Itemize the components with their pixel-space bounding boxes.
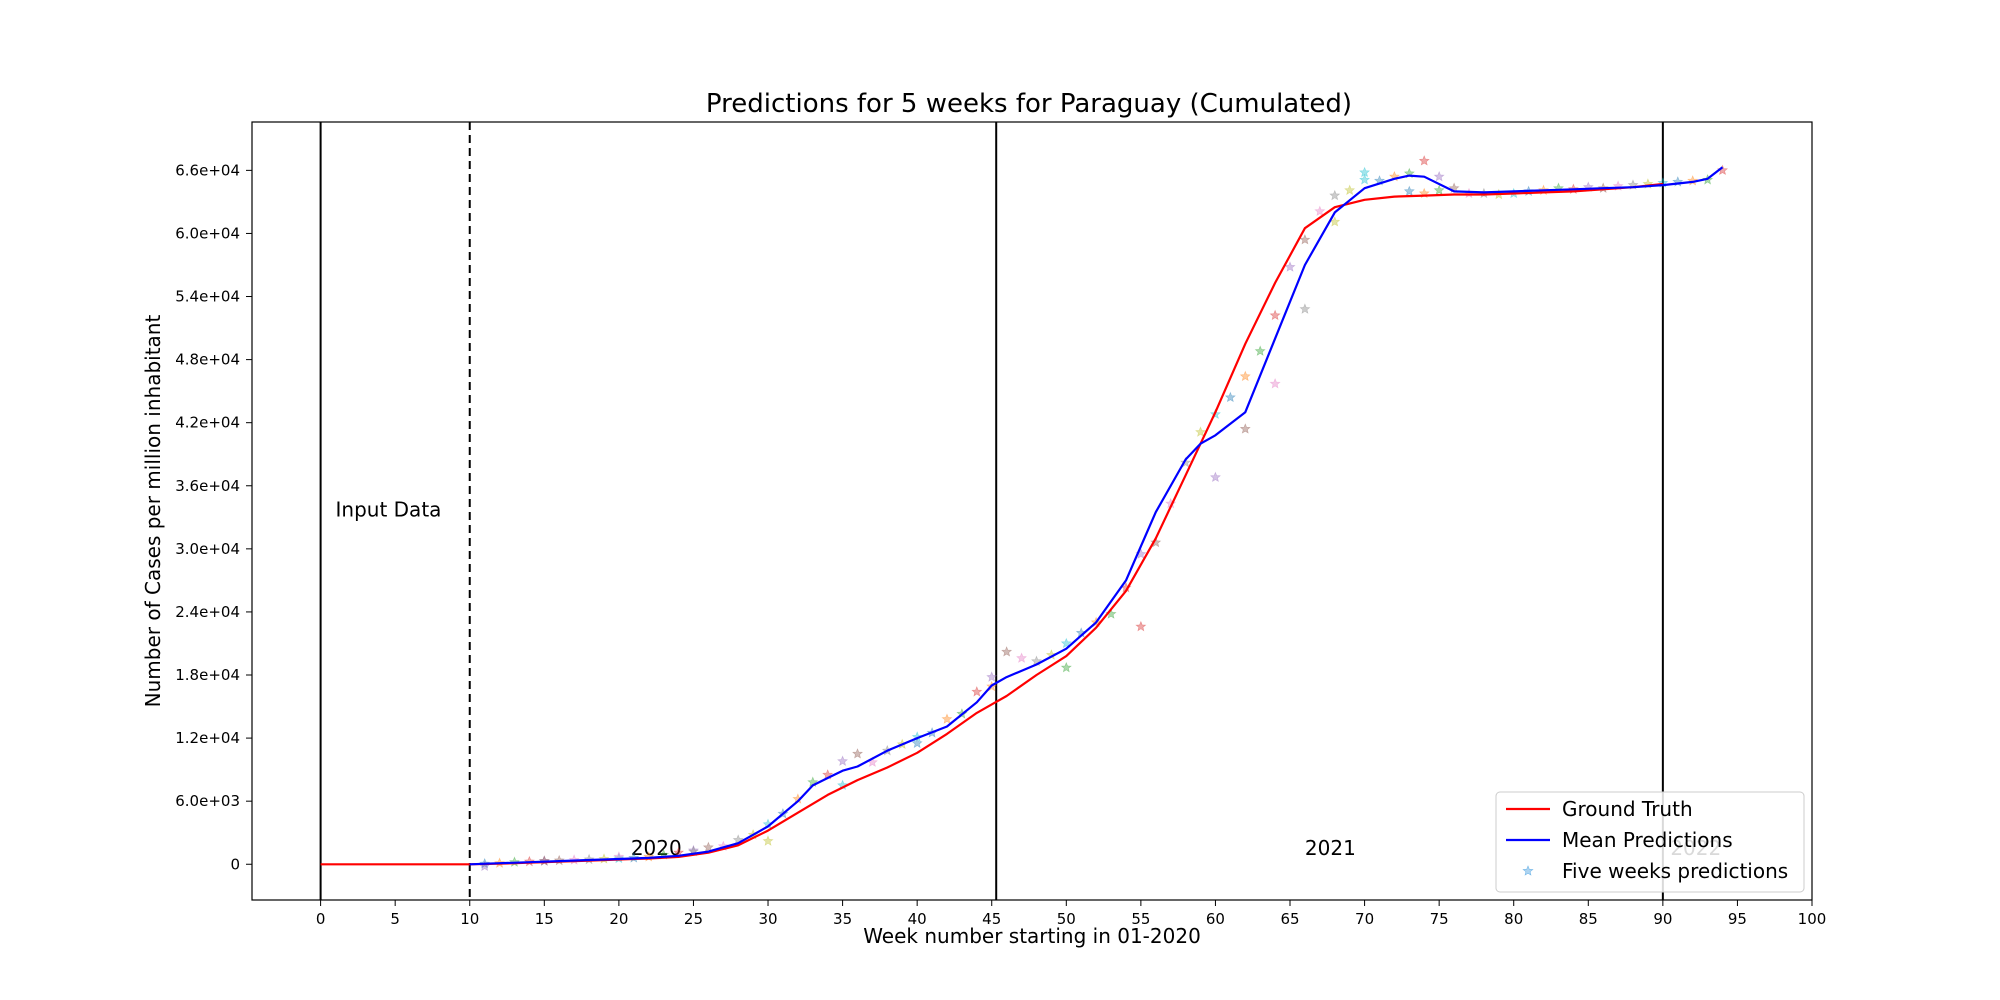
- prediction-point: [1269, 309, 1281, 321]
- series-lines: [320, 166, 1724, 866]
- x-tick-label: 75: [1430, 910, 1449, 928]
- chart-title: Predictions for 5 weeks for Paraguay (Cu…: [706, 89, 1352, 119]
- x-tick-label: 100: [1798, 910, 1827, 928]
- prediction-point: [852, 748, 864, 759]
- x-tick-label: 25: [684, 910, 703, 928]
- prediction-point: [1239, 423, 1251, 434]
- x-tick-label: 5: [390, 910, 400, 928]
- x-tick-label: 95: [1728, 910, 1747, 928]
- prediction-point: [1060, 661, 1072, 673]
- prediction-point: [1150, 536, 1162, 548]
- x-tick-label: 50: [1057, 910, 1076, 928]
- prediction-point: [1135, 620, 1147, 632]
- y-tick-label: 3.0e+04: [175, 540, 240, 558]
- prediction-point: [1418, 155, 1430, 166]
- prediction-point: [1359, 166, 1371, 178]
- legend-box: [1495, 791, 1805, 893]
- prediction-point: [1001, 646, 1013, 657]
- prediction-point: [1195, 426, 1207, 437]
- y-tick-label: 1.2e+04: [175, 729, 240, 747]
- x-tick-label: 80: [1504, 910, 1523, 928]
- y-tick-label: 6.0e+04: [175, 224, 240, 242]
- y-tick-label: 6.6e+04: [175, 161, 240, 179]
- x-tick-label: 35: [833, 910, 852, 928]
- legend-swatch: [1522, 865, 1534, 876]
- x-tick-label: 0: [316, 910, 326, 928]
- prediction-point: [1314, 205, 1326, 217]
- x-tick-label: 20: [609, 910, 628, 928]
- x-tick-label: 65: [1280, 910, 1299, 928]
- annotation-text: 2021: [1305, 836, 1356, 860]
- x-tick-label: 10: [460, 910, 479, 928]
- y-tick-label: 6.0e+03: [175, 792, 240, 810]
- prediction-point: [1016, 652, 1028, 663]
- x-axis-title: Week number starting in 01-2020: [863, 924, 1201, 948]
- x-tick-label: 60: [1206, 910, 1225, 928]
- plot-frame: [251, 121, 1813, 901]
- prediction-point: [1269, 378, 1281, 389]
- prediction-point: [1687, 175, 1699, 186]
- x-tick-label: 85: [1579, 910, 1598, 928]
- prediction-point: [1060, 637, 1072, 649]
- prediction-point: [1433, 170, 1445, 182]
- prediction-point: [1359, 174, 1371, 185]
- prediction-point: [1403, 185, 1415, 197]
- annotation-text: Input Data: [336, 498, 442, 522]
- prediction-point: [941, 713, 953, 724]
- prediction-point: [1299, 303, 1311, 314]
- prediction-point: [1239, 370, 1251, 382]
- vertical-markers: [319, 122, 1664, 900]
- prediction-point: [1329, 189, 1341, 201]
- prediction-point: [1299, 234, 1311, 245]
- legend-label: Mean Predictions: [1562, 828, 1733, 852]
- legend: Ground Truth Mean Predictions Five weeks p…: [1495, 791, 1805, 893]
- x-tick-label: 55: [1131, 910, 1150, 928]
- y-tick-label: 0: [230, 855, 240, 873]
- prediction-point: [1224, 391, 1236, 403]
- prediction-point: [1254, 345, 1266, 356]
- x-tick-label: 70: [1355, 910, 1374, 928]
- x-tick-label: 40: [908, 910, 927, 928]
- x-axis: 0 5 10 15 20 25 30 35 40 45 50 55 60 65 70 75 80 85 90 95 10…: [316, 900, 1826, 928]
- prediction-point: [1209, 471, 1221, 483]
- prediction-point: [1433, 184, 1445, 196]
- prediction-point: [702, 841, 714, 853]
- y-tick-label: 5.4e+04: [175, 288, 240, 306]
- y-tick-label: 4.8e+04: [175, 351, 240, 369]
- x-tick-label: 30: [758, 910, 777, 928]
- y-tick-label: 4.2e+04: [175, 414, 240, 432]
- prediction-point: [971, 685, 983, 697]
- prediction-point: [1344, 184, 1356, 196]
- y-axis: 0 6.0e+03 1.2e+04 1.8e+04 2.4e+04 3.0e+04 3.6e…: [175, 161, 252, 873]
- y-axis-title: Number of Cases per million inhabitant: [141, 315, 165, 708]
- prediction-point: [762, 835, 774, 846]
- x-tick-label: 90: [1653, 910, 1672, 928]
- legend-label: Ground Truth: [1562, 797, 1693, 821]
- legend-label: Five weeks predictions: [1562, 859, 1788, 883]
- prediction-point: [911, 737, 923, 749]
- y-tick-label: 1.8e+04: [175, 666, 240, 684]
- x-tick-label: 45: [982, 910, 1001, 928]
- prediction-point: [986, 671, 998, 682]
- y-tick-label: 3.6e+04: [175, 477, 240, 495]
- y-tick-label: 2.4e+04: [175, 603, 240, 621]
- x-tick-label: 15: [535, 910, 554, 928]
- prediction-point: [1284, 261, 1296, 272]
- mean-predictions-line: [469, 166, 1724, 866]
- prediction-point: [837, 755, 849, 766]
